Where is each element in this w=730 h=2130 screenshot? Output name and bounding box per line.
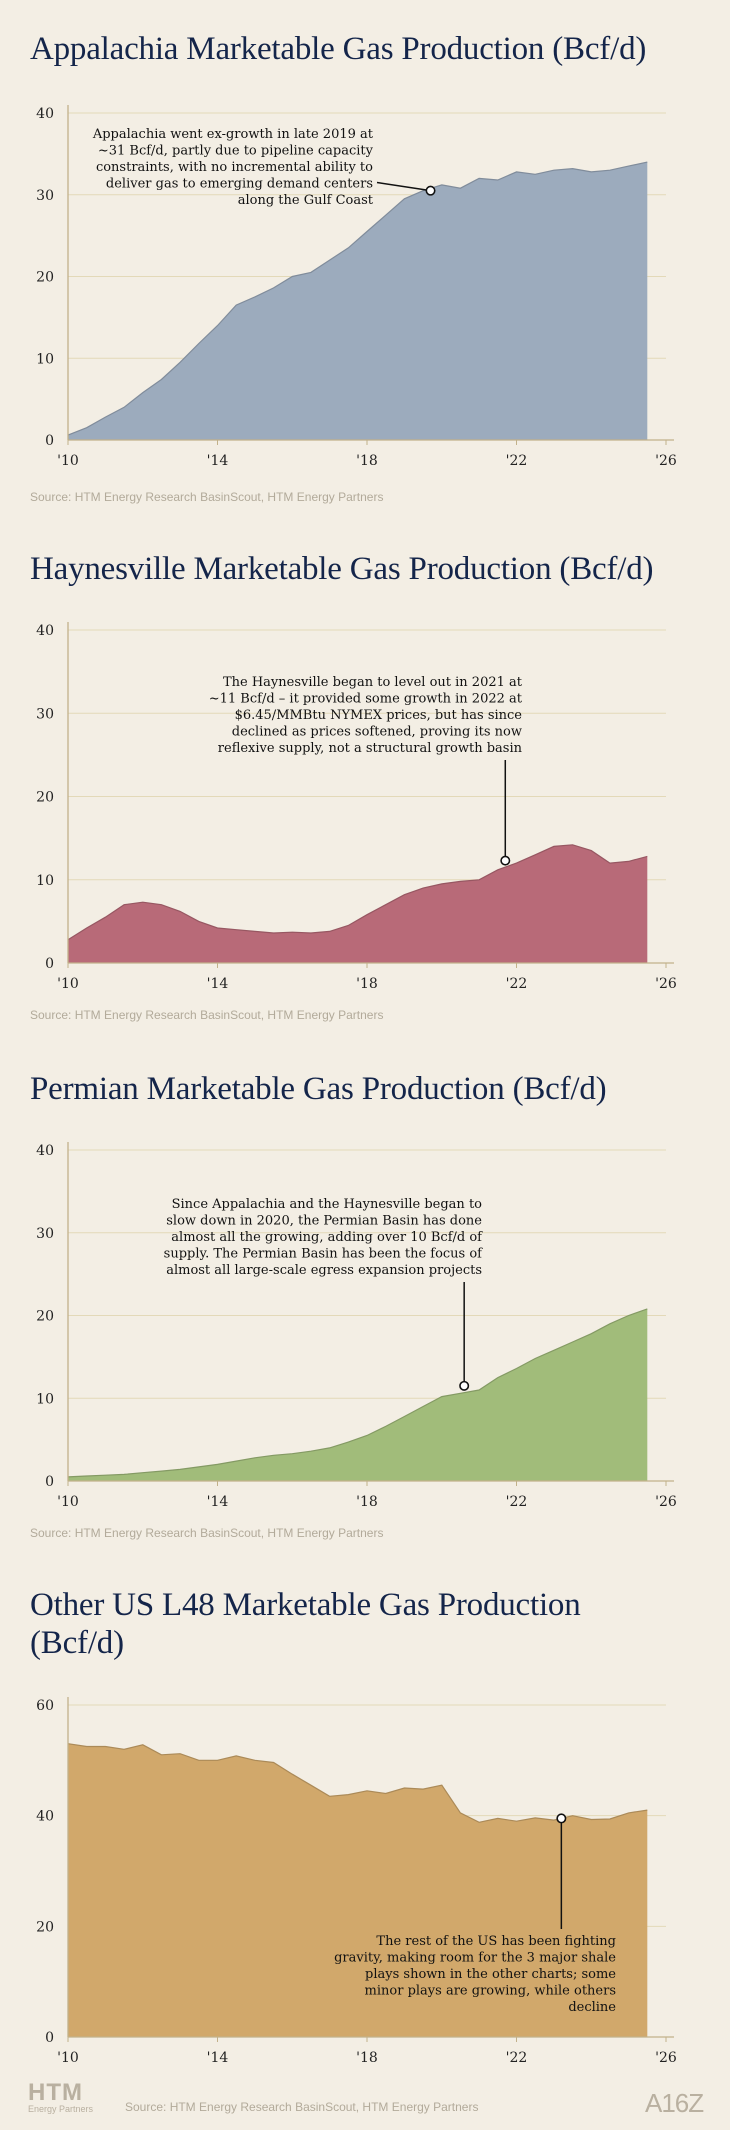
area-chart: 0 10 20 30 40 '10 '14 '18 '22 '26 Appalachia went … [36, 105, 677, 469]
annotation-text: gravity, making room for the 3 major sha… [334, 1951, 616, 1966]
chart-title: Other US L48 Marketable Gas Production (… [30, 1587, 581, 1661]
annotation-text: Since Appalachia and the Haynesville beg… [172, 1197, 483, 1212]
y-tick-label: 0 [45, 433, 54, 449]
chart-source: Source: HTM Energy Research BasinScout, … [30, 1008, 384, 1022]
annotation-marker [459, 1380, 470, 1391]
y-tick-label: 20 [36, 1309, 54, 1325]
x-tick-label: '22 [506, 2050, 528, 2066]
y-tick-label: 30 [36, 1226, 54, 1242]
annotation-marker [425, 185, 436, 196]
annotation-text: constraints, with no incremental ability… [96, 160, 373, 175]
y-tick-label: 60 [36, 1698, 54, 1714]
area-chart: 0 10 20 30 40 '10 '14 '18 '22 '26 Since Appalachia… [36, 1142, 677, 1510]
logo-text: HTM [28, 2079, 83, 2106]
y-tick-label: 40 [36, 1143, 54, 1159]
annotation-text: declined as prices softened, proving its… [232, 725, 522, 740]
logo-subtext: Energy Partners [28, 2104, 94, 2114]
x-tick-label: '26 [655, 2050, 677, 2066]
x-tick-label: '14 [207, 453, 229, 469]
y-tick-label: 0 [45, 2030, 54, 2046]
annotation-text: The rest of the US has been fighting [376, 1934, 616, 1949]
x-tick-label: '18 [356, 976, 378, 992]
annotation-text: The Haynesville began to level out in 20… [223, 675, 523, 690]
area-series [68, 844, 648, 963]
a16z-logo: A16Z [645, 2088, 704, 2118]
y-tick-label: 10 [36, 1391, 54, 1407]
series-line [67, 1743, 648, 1823]
htm-logo: HTM Energy Partners [28, 2079, 94, 2115]
annotation-marker [500, 855, 511, 866]
series-line [67, 844, 648, 941]
annotation-text: almost all the growing, adding over 10 B… [171, 1230, 483, 1245]
y-tick-label: 40 [36, 106, 54, 122]
area-chart: 0 10 20 30 40 '10 '14 '18 '22 '26 The Haynesville … [36, 622, 677, 992]
x-tick-label: '22 [506, 976, 528, 992]
annotation-text: $6.45/MMBtu NYMEX prices, but has since [235, 708, 523, 723]
x-tick-label: '10 [57, 453, 79, 469]
area-series [68, 162, 648, 440]
y-tick-label: 10 [36, 873, 54, 889]
annotation-text: plays shown in the other charts; some [365, 1967, 616, 1982]
annotation-leader [376, 181, 431, 192]
x-tick-label: '14 [207, 976, 229, 992]
annotation-text: almost all large-scale egress expansion … [166, 1263, 482, 1278]
y-tick-label: 30 [36, 188, 54, 204]
chart-source: Source: HTM Energy Research BasinScout, … [30, 490, 384, 504]
annotation-text: Appalachia went ex-growth in late 2019 a… [92, 127, 374, 142]
x-tick-label: '10 [57, 2050, 79, 2066]
annotation-text: supply. The Permian Basin has been the f… [164, 1247, 484, 1262]
annotation-text: minor plays are growing, while others [365, 1984, 616, 1999]
chart-title: Haynesville Marketable Gas Production (B… [30, 551, 654, 587]
x-tick-label: '10 [57, 976, 79, 992]
x-tick-label: '14 [207, 1494, 229, 1510]
x-tick-label: '26 [655, 976, 677, 992]
x-tick-label: '18 [356, 1494, 378, 1510]
area-chart: 0 20 40 60 '10 '14 '18 '22 '26 The rest of the US… [36, 1697, 677, 2066]
y-tick-label: 0 [45, 1474, 54, 1490]
x-tick-label: '26 [655, 453, 677, 469]
annotation-text: ~31 Bcf/d, partly due to pipeline capaci… [98, 144, 374, 159]
chart-title: Permian Marketable Gas Production (Bcf/d… [30, 1071, 607, 1107]
x-tick-label: '18 [356, 2050, 378, 2066]
y-tick-label: 0 [45, 956, 54, 972]
annotation-text: slow down in 2020, the Permian Basin has… [166, 1214, 482, 1229]
annotation-text: deliver gas to emerging demand centers [106, 177, 373, 192]
x-tick-label: '18 [356, 453, 378, 469]
x-tick-label: '22 [506, 1494, 528, 1510]
annotation-marker [556, 1813, 567, 1824]
annotation-text: reflexive supply, not a structural growt… [218, 741, 523, 756]
y-tick-label: 20 [36, 790, 54, 806]
area-series [68, 1308, 648, 1481]
y-tick-label: 20 [36, 1919, 54, 1935]
chart-title: Appalachia Marketable Gas Production (Bc… [30, 31, 647, 67]
area-series [68, 1743, 648, 2037]
x-tick-label: '26 [655, 1494, 677, 1510]
y-tick-label: 10 [36, 351, 54, 367]
series-line [67, 161, 648, 436]
y-tick-label: 40 [36, 623, 54, 639]
footer-source: Source: HTM Energy Research BasinScout, … [125, 2100, 479, 2114]
annotation-text: ~11 Bcf/d – it provided some growth in 2… [209, 692, 523, 707]
chart-source: Source: HTM Energy Research BasinScout, … [30, 1526, 384, 1540]
y-tick-label: 20 [36, 270, 54, 286]
x-tick-label: '22 [506, 453, 528, 469]
x-tick-label: '10 [57, 1494, 79, 1510]
x-tick-label: '14 [207, 2050, 229, 2066]
annotation-text: along the Gulf Coast [238, 193, 374, 208]
y-tick-label: 40 [36, 1809, 54, 1825]
annotation-text: decline [568, 2000, 616, 2015]
y-tick-label: 30 [36, 706, 54, 722]
series-line [67, 1308, 648, 1478]
